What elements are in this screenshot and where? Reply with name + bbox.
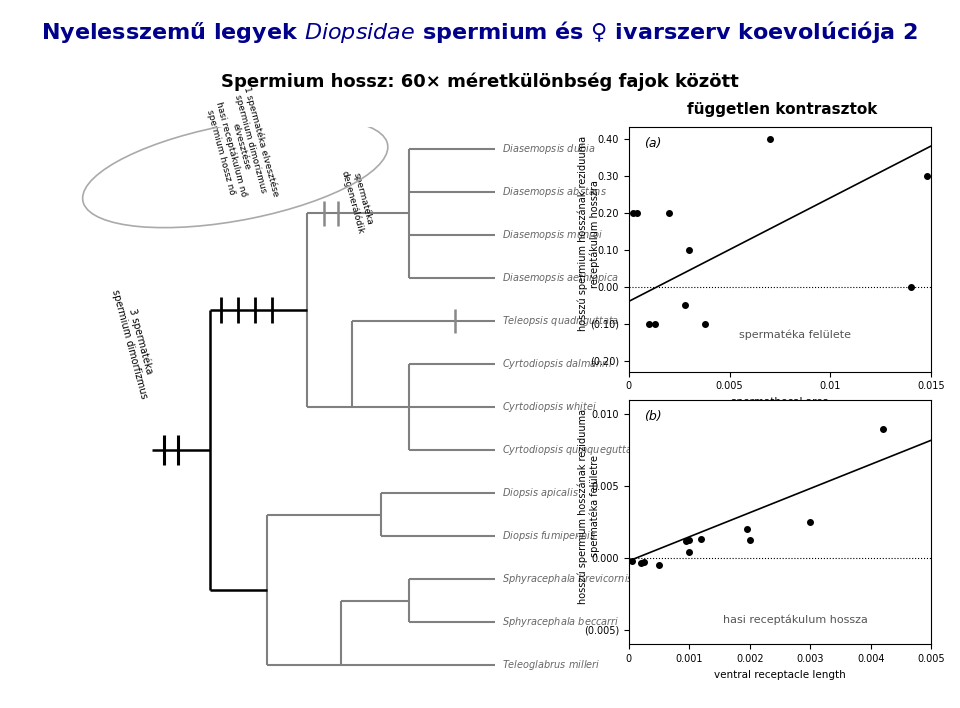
Text: hasi receptákulum hossza: hasi receptákulum hossza — [723, 615, 868, 624]
Text: 3 spermatéka
spermium dimorfizmus: 3 spermatéka spermium dimorfizmus — [110, 285, 160, 400]
Point — [739, 524, 755, 535]
X-axis label: spermathecal area: spermathecal area — [731, 397, 829, 407]
Text: $\it{Diasemopsis\ munroi}$: $\it{Diasemopsis\ munroi}$ — [502, 228, 604, 242]
Text: spermatéka
degenerálódik: spermatéka degenerálódik — [340, 166, 376, 234]
Point — [682, 244, 697, 256]
Text: spermatéka felülete: spermatéka felülete — [739, 329, 852, 340]
Point — [742, 535, 757, 546]
Point — [636, 556, 652, 568]
Text: $\it{Diopsis\ apicalis}$: $\it{Diopsis\ apicalis}$ — [502, 486, 579, 500]
Text: Spermium hossz: 60× méretkülönbség fajok között: Spermium hossz: 60× méretkülönbség fajok… — [221, 72, 739, 91]
X-axis label: ventral receptacle length: ventral receptacle length — [714, 670, 846, 680]
Point — [698, 318, 713, 329]
Text: $\it{Teleoglabrus\ milleri}$: $\it{Teleoglabrus\ milleri}$ — [502, 658, 600, 673]
Point — [661, 207, 677, 218]
Text: Nyelesszemű legyek $\it{Diopsidae}$ spermium és ♀ ivarszerv koevolúciója 2: Nyelesszemű legyek $\it{Diopsidae}$ sper… — [41, 19, 919, 45]
Point — [920, 170, 935, 181]
Text: hosszú spermium hosszának reziduuma
receptákulum hosszra: hosszú spermium hosszának reziduuma rece… — [577, 136, 600, 331]
Point — [803, 517, 818, 528]
Point — [624, 555, 639, 566]
Text: $\it{Teleopsis\ quadriguttata}$: $\it{Teleopsis\ quadriguttata}$ — [502, 314, 619, 328]
Point — [634, 557, 649, 569]
Point — [903, 281, 919, 292]
Point — [652, 559, 667, 570]
Text: $\it{Diasemopsis\ dubia}$: $\it{Diasemopsis\ dubia}$ — [502, 142, 595, 156]
Text: $\it{Sphyracephala\ brevicornis}$: $\it{Sphyracephala\ brevicornis}$ — [502, 572, 634, 586]
Text: $\it{Sphyracephala\ beccarri}$: $\it{Sphyracephala\ beccarri}$ — [502, 615, 619, 629]
Point — [647, 318, 662, 329]
Point — [876, 423, 891, 435]
Text: $\it{Diopsis\ fumipennis}$: $\it{Diopsis\ fumipennis}$ — [502, 529, 596, 543]
Point — [762, 133, 778, 144]
Text: $\it{Cyrtodiopsis\ dalmanni}$: $\it{Cyrtodiopsis\ dalmanni}$ — [502, 357, 612, 371]
Text: független kontrasztok: független kontrasztok — [687, 102, 877, 118]
Text: (a): (a) — [644, 137, 661, 150]
Text: $\it{Cyrtodiopsis\ whitei}$: $\it{Cyrtodiopsis\ whitei}$ — [502, 400, 597, 414]
Point — [625, 207, 640, 218]
Text: (b): (b) — [644, 410, 661, 423]
Point — [682, 547, 697, 558]
Point — [679, 535, 694, 547]
Text: $\it{Cyrtodiopsis\ quinqueguttate}$: $\it{Cyrtodiopsis\ quinqueguttate}$ — [502, 443, 642, 457]
Point — [678, 299, 693, 311]
Point — [641, 318, 657, 329]
Point — [694, 534, 709, 545]
Text: $\it{Diasemopsis\ abstans}$: $\it{Diasemopsis\ abstans}$ — [502, 185, 607, 199]
Point — [682, 535, 697, 546]
Text: hosszú spermium hosszának reziduuma
spermatéka felületre: hosszú spermium hosszának reziduuma sper… — [577, 409, 600, 604]
Text: 1 spermatéka elvesztése
spermium dimorizmus
elvesztése
hasi receptákulum nő
sper: 1 spermatéka elvesztése spermium dimoriz… — [202, 86, 280, 208]
Text: $\it{Diasemopsis\ aethiopica}$: $\it{Diasemopsis\ aethiopica}$ — [502, 271, 619, 285]
Point — [629, 207, 644, 218]
